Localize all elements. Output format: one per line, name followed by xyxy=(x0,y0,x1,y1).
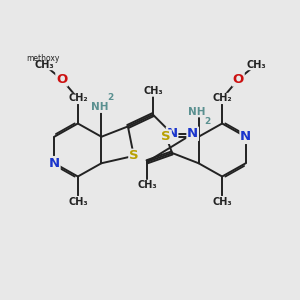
Text: O: O xyxy=(56,73,67,86)
Text: CH₃: CH₃ xyxy=(137,180,157,190)
Text: methoxy: methoxy xyxy=(26,54,59,63)
Text: CH₃: CH₃ xyxy=(68,196,88,206)
Text: CH₃: CH₃ xyxy=(143,86,163,96)
Text: N: N xyxy=(240,130,251,143)
Text: CH₂: CH₂ xyxy=(212,94,232,103)
Text: NH: NH xyxy=(91,102,109,112)
Text: N: N xyxy=(49,157,60,170)
Text: CH₂: CH₂ xyxy=(68,94,88,103)
Text: NH: NH xyxy=(188,107,206,117)
Text: CH₃: CH₃ xyxy=(212,196,232,206)
Text: 2: 2 xyxy=(204,117,211,126)
Text: 2: 2 xyxy=(107,93,113,102)
Text: S: S xyxy=(129,149,139,162)
Text: CH₃: CH₃ xyxy=(34,60,54,70)
Text: N: N xyxy=(187,127,198,140)
Text: CH₃: CH₃ xyxy=(246,60,266,70)
Text: O: O xyxy=(233,73,244,86)
Text: N: N xyxy=(167,127,178,140)
Text: S: S xyxy=(161,130,171,143)
